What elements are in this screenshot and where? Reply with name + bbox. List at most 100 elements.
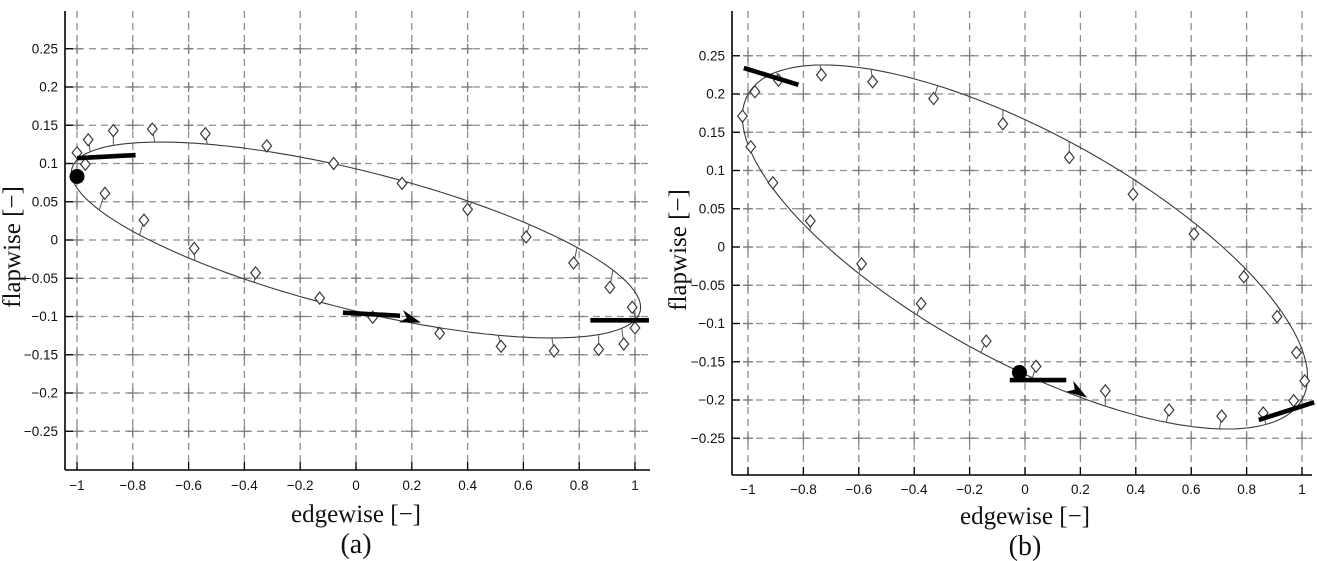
diamond-marker (745, 139, 757, 154)
x-tick-label: 1 (631, 478, 639, 493)
diamond-marker (434, 326, 446, 341)
diamond-marker (626, 300, 638, 315)
x-tick-label: 0.6 (514, 478, 533, 493)
y-tick-label: 0.25 (32, 41, 58, 56)
diamond-marker (79, 157, 91, 172)
y-tick-label: −0.05 (24, 271, 58, 286)
y-tick-label: −0.1 (31, 309, 58, 324)
diamond-marker (548, 343, 560, 358)
diamond-marker (736, 109, 749, 124)
x-tick-label: −0.4 (231, 478, 258, 493)
diamond-marker (328, 156, 340, 171)
x-axis-label: edgewise [−] (960, 503, 1090, 530)
start-dot (69, 169, 85, 185)
diamond-marker (618, 337, 630, 352)
tangent-segments (743, 65, 1315, 423)
diamond-marker (199, 126, 211, 141)
direction-arrowhead (1066, 380, 1088, 398)
diamond-marker (1030, 359, 1042, 374)
markers (736, 67, 1311, 424)
y-tick-label: 0.15 (32, 118, 58, 133)
axis-ticks (732, 55, 1303, 475)
diamond-marker (261, 138, 273, 153)
axes (731, 11, 1312, 476)
diamond-marker (146, 122, 158, 137)
diamond-marker (1188, 227, 1200, 241)
x-tick-label: −0.8 (790, 482, 817, 497)
x-tick-label: 0.4 (1126, 482, 1145, 497)
panel-caption: (a) (340, 529, 371, 560)
grid-crosses (743, 50, 1307, 444)
diamond-marker (82, 132, 94, 147)
y-axis-label: flapwise [−] (0, 186, 26, 308)
chart-b: 0.25 0.2 0.15 0.1 0.05 0 −0.05 −0.1 −0.15 −0.2 −0.… (665, 11, 1315, 561)
diamond-marker (138, 213, 150, 228)
grid (732, 11, 1312, 475)
tangent-segment (743, 65, 800, 88)
y-tick-label: 0.2 (706, 87, 725, 102)
grid-crosses (72, 43, 640, 437)
x-tick-label: 0.8 (1237, 482, 1256, 497)
y-tick-label: 0 (50, 233, 58, 248)
y-tick-label: 0.25 (699, 48, 725, 63)
diamond-marker (462, 202, 474, 217)
start-dot (1011, 364, 1027, 380)
x-tick-label: −1 (69, 478, 84, 493)
x-tick-label: 1 (1298, 482, 1306, 497)
x-tick-label: −1 (740, 482, 755, 497)
diamond-marker (188, 241, 200, 256)
y-tick-label: −0.25 (691, 431, 725, 446)
y-tick-label: −0.2 (31, 386, 58, 401)
x-tick-label: 0.8 (570, 478, 589, 493)
x-tick-label: 0 (1021, 482, 1029, 497)
diamond-marker (593, 342, 605, 357)
tangent-segment (1258, 400, 1315, 423)
diamond-marker (1299, 373, 1311, 388)
chart-a: 0.25 0.2 0.15 0.1 0.05 0 −0.05 −0.1 −0.15 −0.2 −0.… (0, 11, 650, 560)
diamond-marker (1288, 393, 1300, 408)
diamond-marker (815, 67, 827, 82)
diamond-marker (1127, 187, 1139, 202)
x-tick-label: −0.2 (287, 478, 314, 493)
x-tick-label: 0.2 (402, 478, 421, 493)
panel-caption: (b) (1009, 531, 1042, 561)
tangent-segment (76, 152, 136, 161)
y-tick-label: 0 (717, 240, 725, 255)
diamond-marker (629, 321, 641, 335)
diamond-marker (1216, 409, 1228, 424)
diamond-marker (749, 84, 761, 99)
diamond-marker (396, 176, 408, 191)
y-tick-label: −0.1 (698, 316, 725, 331)
panel-a: 0.25 0.2 0.15 0.1 0.05 0 −0.05 −0.1 −0.15 −0.2 −0.… (0, 11, 650, 560)
diamond-marker (997, 116, 1009, 131)
axis-ticks (65, 48, 636, 470)
diamond-marker (99, 186, 111, 201)
diamond-marker (767, 175, 779, 190)
y-tick-label: −0.25 (24, 424, 58, 439)
direction-arrowhead (399, 309, 422, 323)
x-tick-label: −0.4 (901, 482, 928, 497)
diamond-marker (928, 91, 940, 106)
diamond-marker (520, 229, 532, 244)
y-tick-label: 0.15 (699, 125, 725, 140)
y-tick-label: 0.05 (32, 194, 58, 209)
y-tick-label: −0.15 (691, 354, 725, 369)
x-axis-label: edgewise [−] (291, 501, 421, 528)
diamond-marker (980, 334, 992, 349)
y-tick-label: −0.05 (691, 278, 725, 293)
diamond-marker (1238, 269, 1250, 284)
diamond-marker (804, 214, 816, 228)
diamond-marker (604, 280, 616, 295)
diamond-marker (915, 296, 927, 311)
diamond-marker (314, 291, 326, 306)
x-tick-label: 0 (352, 478, 360, 493)
x-tick-label: −0.6 (845, 482, 872, 497)
x-tick-label: −0.6 (175, 478, 202, 493)
tangent-segment (342, 310, 401, 319)
diamond-marker (856, 256, 868, 271)
x-tick-label: −0.8 (119, 478, 146, 493)
y-tick-label: 0.1 (706, 163, 725, 178)
x-tick-label: 0.2 (1071, 482, 1090, 497)
diamond-marker (867, 74, 879, 89)
